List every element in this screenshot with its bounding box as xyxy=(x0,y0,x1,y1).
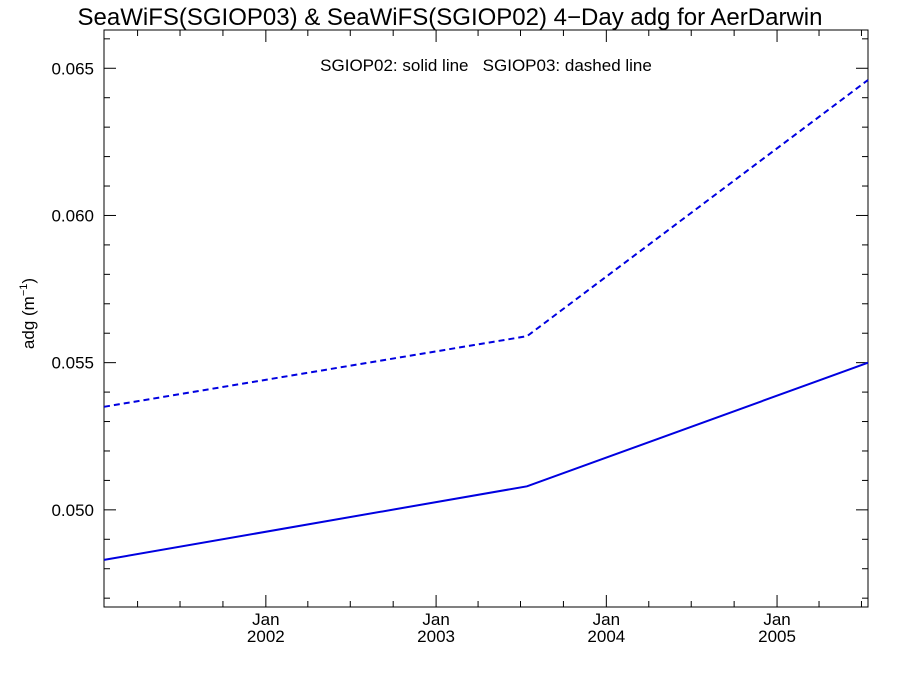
y-tick-label: 0.050 xyxy=(51,501,94,520)
series-group xyxy=(103,79,869,561)
series-line-sgiop02 xyxy=(103,361,869,561)
x-tick-label-month: Jan xyxy=(422,610,449,629)
x-tick-label-month: Jan xyxy=(763,610,790,629)
x-tick-label-month: Jan xyxy=(252,610,279,629)
x-tick-label-year: 2002 xyxy=(247,627,285,646)
y-axis-label: adg (m−1) xyxy=(18,278,38,349)
y-axis: 0.050 0.055 0.060 0.065 xyxy=(51,38,868,599)
x-tick-label-year: 2005 xyxy=(758,627,796,646)
y-axis-label-close: ) xyxy=(19,278,38,284)
legend-annotation: SGIOP02: solid line SGIOP03: dashed line xyxy=(320,56,652,75)
y-tick-label: 0.060 xyxy=(51,206,94,225)
chart-title: SeaWiFS(SGIOP03) & SeaWiFS(SGIOP02) 4−Da… xyxy=(77,4,823,31)
y-tick-label: 0.055 xyxy=(51,354,94,373)
x-tick-label-year: 2004 xyxy=(587,627,625,646)
y-tick-label: 0.065 xyxy=(51,59,94,78)
x-tick-label-year: 2003 xyxy=(417,627,455,646)
plot-frame xyxy=(103,29,869,608)
series-line-sgiop03 xyxy=(103,79,869,408)
y-axis-label-exponent: −1 xyxy=(18,284,30,297)
y-axis-label-text: adg (m xyxy=(19,296,38,349)
x-tick-label-month: Jan xyxy=(593,610,620,629)
